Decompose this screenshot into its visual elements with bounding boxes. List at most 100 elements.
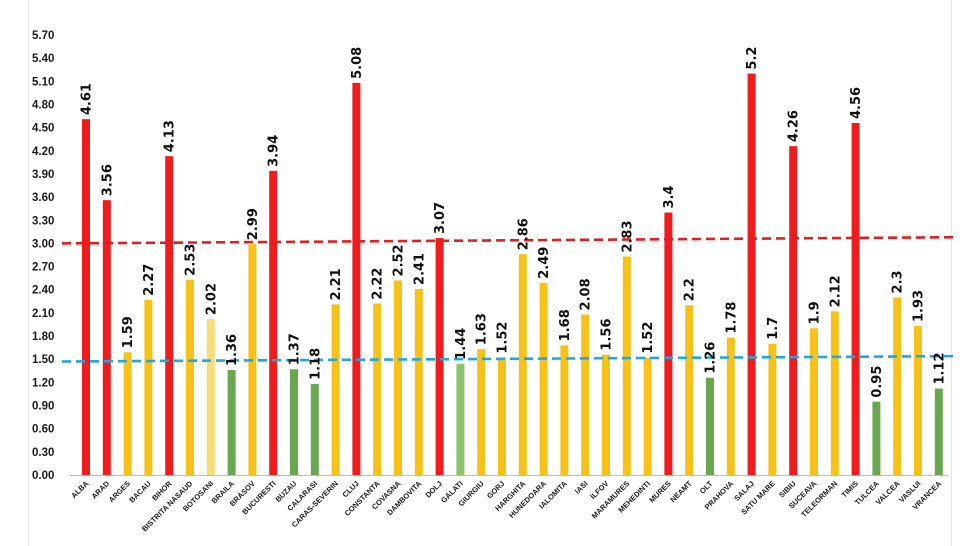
left-edge	[0, 0, 29, 546]
threshold-high-line	[61, 235, 956, 245]
reference-lines	[61, 235, 956, 363]
bar-harghita	[518, 254, 527, 475]
category-label-neamt: NEAMT	[668, 479, 694, 505]
bar-mehedinti	[643, 357, 652, 475]
bar-bistrita-nasaud	[186, 279, 194, 475]
y-tick-label: 4.80	[32, 99, 54, 111]
bar-bacau	[144, 299, 153, 475]
y-tick-label: 3.60	[32, 192, 54, 204]
bar-tulcea	[872, 401, 881, 475]
value-label-teleorman: 2.12	[828, 275, 843, 307]
value-label-cluj: 5.08	[350, 47, 365, 79]
value-label-braila: 1.36	[225, 334, 240, 366]
value-label-dambovita: 2.41	[412, 253, 427, 285]
category-label-bacau: BACAU	[127, 479, 153, 505]
bar-alba	[82, 119, 90, 475]
value-label-suceava: 1.9	[808, 301, 823, 324]
value-label-ilfov: 1.56	[600, 319, 615, 351]
bar-maramures	[622, 256, 631, 475]
bar-braila	[227, 370, 236, 475]
value-label-giurgiu: 1.63	[475, 313, 490, 345]
bars	[82, 73, 943, 475]
value-label-neamt: 2.2	[683, 278, 698, 301]
value-label-timis: 4.56	[849, 87, 864, 119]
category-label-alba: ALBA	[69, 479, 91, 501]
bar-valcea	[893, 297, 902, 475]
bar-calarasi	[310, 383, 319, 475]
bar-vaslui	[914, 326, 922, 475]
bar-botosani	[206, 319, 215, 475]
value-label-caras-severin: 2.21	[329, 268, 344, 300]
y-tick-label: 3.30	[32, 215, 54, 227]
threshold-low-line	[61, 354, 956, 363]
bar-teleorman	[830, 311, 839, 475]
value-label-covasna: 2.52	[392, 244, 407, 276]
bar-arges	[123, 352, 132, 475]
bar-gorj	[498, 357, 506, 475]
y-tick-label: 1.50	[32, 354, 54, 366]
y-tick-label: 4.20	[32, 146, 54, 158]
value-label-bistrita-nasaud: 2.53	[184, 244, 199, 276]
value-label-sibiu: 4.26	[787, 110, 802, 142]
bar-caras-severin	[331, 304, 340, 475]
value-label-gorj: 1.52	[496, 322, 511, 354]
value-label-galati: 1.44	[454, 328, 469, 360]
value-label-bucuresti: 3.94	[267, 135, 282, 167]
value-label-dolj: 3.07	[433, 202, 448, 234]
y-tick-label: 5.40	[32, 53, 54, 65]
bar-suceava	[810, 328, 818, 475]
bar-bihor	[165, 156, 174, 475]
bar-prahova	[726, 337, 735, 475]
y-tick-label: 0.90	[32, 401, 54, 413]
y-tick-label: 2.40	[32, 285, 54, 297]
category-label-mures: MURES	[647, 479, 673, 505]
y-tick-label: 0.60	[32, 424, 54, 436]
value-label-vrancea: 1.12	[932, 352, 947, 384]
value-label-arges: 1.59	[121, 316, 136, 348]
value-label-arad: 3.56	[100, 164, 115, 196]
value-labels: 4.61 3.56 1.59 2.27 4.13 2.53 2.02 1.36 2.99 3.94…	[80, 47, 948, 398]
value-label-mures: 3.4	[662, 186, 677, 209]
bar-salaj	[747, 73, 756, 475]
category-label-iasi: IASI	[573, 479, 590, 496]
value-label-bihor: 4.13	[163, 120, 178, 152]
y-tick-label: 1.20	[32, 377, 54, 389]
y-tick-label: 2.10	[32, 308, 54, 320]
y-tick-label: 2.70	[32, 262, 54, 274]
bar-covasna	[394, 280, 402, 475]
value-label-harghita: 2.86	[516, 218, 531, 250]
bar-arad	[102, 200, 111, 475]
y-tick-label: 3.00	[32, 238, 54, 250]
y-tick-label: 5.10	[32, 76, 54, 88]
right-edge	[951, 0, 970, 546]
value-label-constanta: 2.22	[371, 268, 386, 300]
bar-bucuresti	[269, 170, 278, 475]
value-label-mehedinti: 1.52	[641, 322, 656, 354]
category-label-olt: OLT	[698, 479, 715, 496]
value-label-buzau: 1.37	[288, 333, 303, 365]
value-label-brasov: 2.99	[246, 208, 261, 240]
value-label-satu-mare: 1.7	[766, 317, 781, 340]
y-tick-label: 3.90	[32, 169, 54, 181]
value-label-salaj: 5.2	[745, 47, 760, 70]
bar-iasi	[581, 314, 590, 475]
value-label-prahova: 1.78	[724, 302, 739, 334]
y-tick-label: 0.30	[32, 447, 54, 459]
bar-ilfov	[602, 354, 610, 475]
value-label-hunedoara: 2.49	[537, 247, 552, 279]
y-tick-label: 0.00	[32, 470, 54, 482]
bar-giurgiu	[477, 349, 486, 475]
bar-vrancea	[934, 388, 943, 475]
value-label-iasi: 2.08	[579, 278, 594, 310]
bar-mures	[664, 212, 673, 475]
bar-neamt	[685, 305, 694, 475]
bar-olt	[706, 377, 714, 475]
bar-constanta	[373, 303, 382, 475]
value-label-maramures: 2.83	[620, 220, 635, 252]
value-label-botosani: 2.02	[204, 283, 219, 315]
bar-buzau	[290, 369, 298, 475]
y-tick-label: 1.80	[32, 331, 54, 343]
